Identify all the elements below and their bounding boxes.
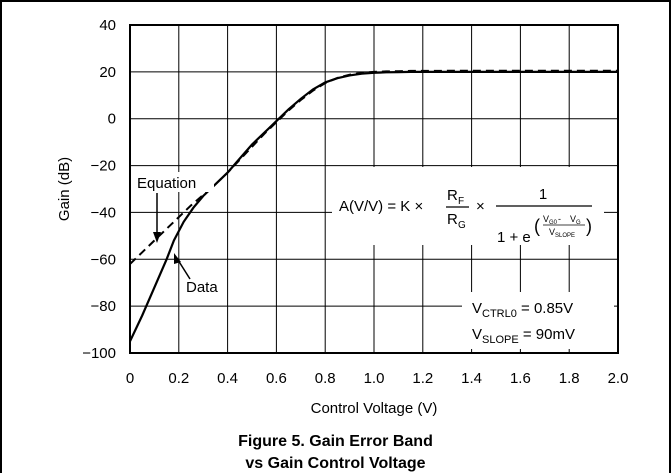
- exp-vg: V: [570, 214, 576, 224]
- y-tick-label: 20: [99, 64, 116, 81]
- y-tick-label: −40: [91, 204, 116, 221]
- data-arrowhead: [174, 253, 181, 264]
- x-tick-label: 0.2: [168, 370, 189, 387]
- exp-vslope-sub: SLOPE: [555, 233, 575, 239]
- y-tick-labels: 40 20 0 −20 −40 −60 −80 −100: [82, 17, 116, 362]
- x-axis-label: Control Voltage (V): [311, 400, 438, 417]
- x-tick-label: 0: [126, 370, 134, 387]
- param-vctrl0: VCTRL0 = 0.85V: [472, 300, 573, 320]
- x-tick-label: 1.4: [461, 370, 482, 387]
- formula-lhs: A(V/V) = K ×: [339, 198, 423, 215]
- y-tick-label: −20: [91, 158, 116, 175]
- data-label: Data: [186, 279, 218, 296]
- y-axis-label: Gain (dB): [56, 157, 73, 221]
- y-tick-label: −80: [91, 298, 116, 315]
- exp-minus: -: [558, 214, 561, 224]
- param-vslope: VSLOPE = 90mV: [472, 326, 575, 346]
- parameter-box: VCTRL0 = 0.85V VSLOPE = 90mV: [462, 292, 614, 349]
- rf-main: R: [447, 187, 458, 204]
- x-tick-label: 1.0: [364, 370, 385, 387]
- equation-label-bg: [134, 172, 214, 192]
- x-tick-label: 1.6: [510, 370, 531, 387]
- x-tick-labels: 0 0.2 0.4 0.6 0.8 1.0 1.2 1.4 1.6 1.8 2.0: [126, 370, 629, 387]
- y-tick-label: −60: [91, 251, 116, 268]
- equation-label: Equation: [137, 175, 196, 192]
- formula-den-prefix: 1 + e: [497, 229, 531, 246]
- exp-v0-sub: G0: [549, 220, 558, 226]
- exp-close-paren: ): [586, 216, 592, 236]
- figure-caption-line1: Figure 5. Gain Error Band: [238, 433, 433, 450]
- rg-sub: G: [458, 220, 466, 231]
- formula-numerator: 1: [539, 186, 547, 203]
- x-tick-label: 1.8: [559, 370, 580, 387]
- data-label-bg: [183, 277, 227, 297]
- exp-vg-sub: G: [576, 220, 581, 226]
- rg-main: R: [447, 211, 458, 228]
- formula-times: ×: [476, 198, 485, 215]
- rf-sub: F: [458, 196, 464, 207]
- x-tick-label: 0.4: [217, 370, 238, 387]
- series-layer: [129, 69, 618, 342]
- series-line-equation: [129, 69, 618, 265]
- x-tick-label: 1.2: [412, 370, 433, 387]
- exp-open-paren: (: [534, 216, 540, 236]
- x-tick-label: 0.8: [315, 370, 336, 387]
- figure-caption-line2: vs Gain Control Voltage: [245, 455, 426, 472]
- y-tick-label: −100: [82, 345, 116, 362]
- plot-border: [129, 24, 619, 354]
- equation-formula: A(V/V) = K × R F R G × 1 1 + e ( V G0 - …: [332, 167, 604, 246]
- exp-vslope: V: [549, 227, 555, 237]
- equation-arrowhead: [153, 232, 161, 243]
- y-tick-label: 0: [108, 111, 116, 128]
- data-arrow: [177, 259, 191, 280]
- x-tick-label: 2.0: [608, 370, 629, 387]
- x-tick-label: 0.6: [266, 370, 287, 387]
- exp-v0: V: [543, 214, 549, 224]
- y-tick-label: 40: [99, 17, 116, 34]
